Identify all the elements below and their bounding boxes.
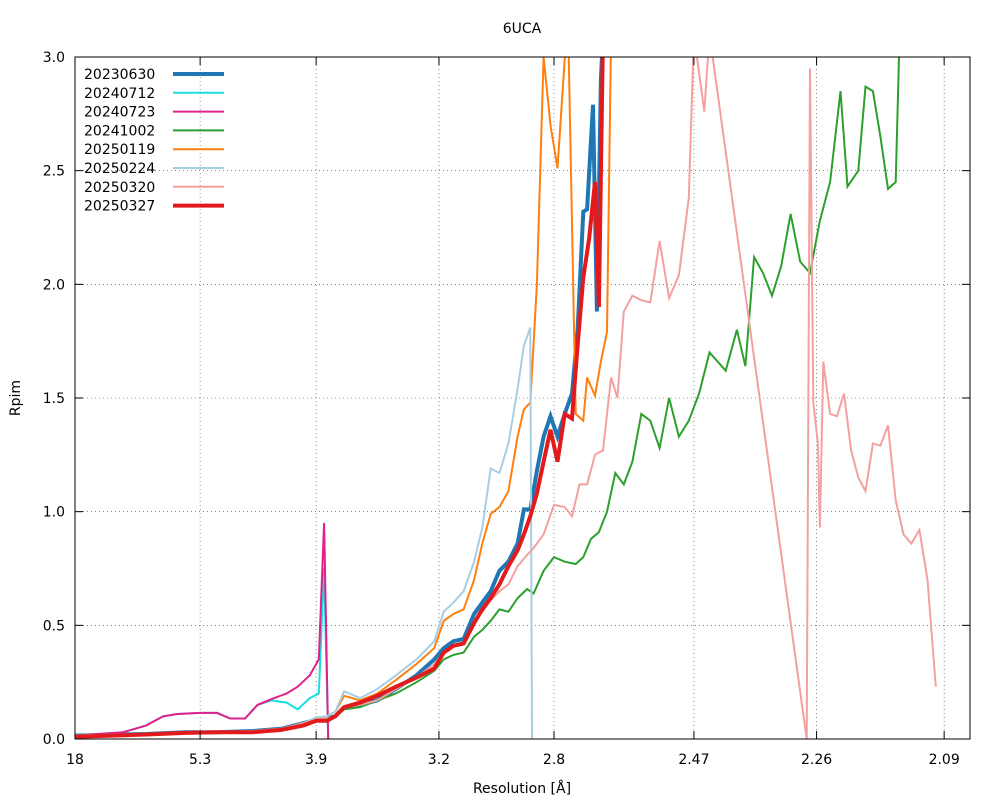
series-line-20240723 <box>75 522 330 739</box>
y-tick-label: 1.5 <box>43 391 65 407</box>
x-tick-label: 2.8 <box>543 752 565 768</box>
x-tick-label: 2.26 <box>801 752 832 768</box>
y-tick-label: 3.0 <box>43 50 65 66</box>
series-line-20250327 <box>75 57 605 739</box>
y-tick-label: 0.5 <box>43 618 65 634</box>
x-tick-label: 2.09 <box>929 752 960 768</box>
y-axis-label: Rpim <box>8 380 24 416</box>
y-tick-label: 2.5 <box>43 164 65 180</box>
y-tick-label: 0.0 <box>43 732 65 748</box>
legend-label: 20240723 <box>84 105 155 121</box>
legend-label: 20230630 <box>84 67 155 83</box>
x-axis-label: Resolution [Å] <box>473 780 571 797</box>
legend-label: 20250119 <box>84 142 155 158</box>
x-tick-label: 5.3 <box>189 752 211 768</box>
x-tick-label: 2.47 <box>678 752 709 768</box>
series-layer <box>75 57 937 739</box>
x-tick-label: 3.2 <box>428 752 450 768</box>
legend-label: 20240712 <box>84 86 155 102</box>
ticks: 0.0 0.5 1.0 1.5 2.0 2.5 3.0 18 5.3 3.9 3.2 2.8 2.47 2… <box>43 50 970 768</box>
legend-label: 20250320 <box>84 180 155 196</box>
chart-title: 6UCA <box>503 21 542 37</box>
series-line-20241002 <box>75 57 901 737</box>
x-tick-label: 3.9 <box>305 752 327 768</box>
y-tick-label: 2.0 <box>43 277 65 293</box>
x-tick-label: 18 <box>66 752 84 768</box>
series-line-20250320 <box>75 57 937 739</box>
series-line-20230630 <box>75 57 604 738</box>
y-tick-label: 1.0 <box>43 505 65 521</box>
legend-label: 20241002 <box>84 123 155 139</box>
legend-label: 20250224 <box>84 161 155 177</box>
grid <box>74 56 970 740</box>
series-line-20250224 <box>75 327 533 739</box>
legend-label: 20250327 <box>84 199 155 215</box>
legend: 20230630 20240712 20240723 20241002 20250119… <box>84 67 224 215</box>
